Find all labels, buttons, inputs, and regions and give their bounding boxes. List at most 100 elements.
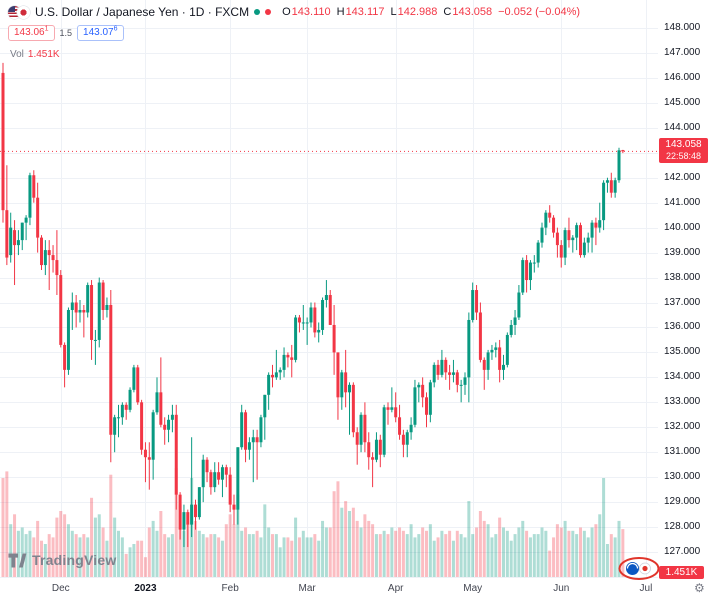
volume-bar [197,530,201,577]
candle-body [451,372,455,375]
candle-body [548,212,552,218]
candle-body [259,417,263,443]
time-axis[interactable]: Dec 2023 Feb Mar Apr May Jun Jul [0,578,710,600]
volume-bar [47,534,51,577]
candle-body [132,367,136,390]
candle-body [9,227,13,256]
high-label: H [336,6,345,18]
bid-price-badge[interactable]: 143.061 [8,25,55,41]
candle-body [263,394,267,418]
candle-body [13,230,17,246]
volume-bar [97,514,101,577]
candle-body [140,402,144,450]
volume-bar [521,520,525,577]
price-tick-label: 127.000 [664,546,701,558]
candle-body [297,317,301,323]
price-tick-label: 135.000 [664,346,701,358]
candle-body [190,504,194,525]
volume-bar [371,524,375,577]
candle-body [324,295,328,301]
candle-body [544,212,548,228]
candle-body [444,359,448,373]
volume-bar [178,504,182,577]
candle-body [382,407,386,455]
candle-body [117,417,120,419]
price-tick-label: 136.000 [664,321,701,333]
tradingview-logo[interactable]: TradingView [8,552,116,568]
candle-body [517,292,521,318]
volume-bar [101,527,105,577]
candle-body [571,237,575,241]
volume-bar [505,530,509,577]
candle-body [555,232,559,246]
fxcm-logo-icon[interactable] [618,556,660,586]
volume-bar [286,537,290,577]
volume-bar [217,537,221,577]
candle-body [617,150,621,181]
volume-bar [436,537,440,577]
volume-bar [170,534,174,577]
volume-bar [290,540,294,577]
volume-bar [394,530,398,577]
volume-bar [359,527,363,577]
candle-body [182,512,186,530]
alert-dot-icon[interactable] [265,9,272,15]
volume-bar [467,501,471,577]
volume-bar [24,534,28,577]
candle-body [294,317,298,360]
volume-label[interactable]: Vol [10,49,24,60]
candle-body [398,417,402,435]
price-axis[interactable]: 148.000 147.000 146.000 145.000 144.000 143.0… [658,0,710,578]
candle-body [47,250,51,256]
volume-bar [55,517,59,577]
time-tick-label: Jul [639,583,653,594]
volume-bar [390,527,394,577]
volume-bar [182,530,186,577]
volume-bar [93,517,97,577]
open-value: 143.110 [291,6,331,18]
symbol-legend[interactable]: U.S. Dollar / Japanese Yen · 1D · FXCM O… [8,5,580,19]
candle-body [32,175,36,198]
candle-body [240,412,244,448]
candle-body [66,309,70,370]
volume-bar [398,527,402,577]
candle-body [124,404,128,410]
volume-bar [382,530,386,577]
price-tick-label: 130.000 [664,471,701,483]
market-status-dot-icon[interactable] [254,9,261,15]
candle-body [305,322,309,324]
settings-gear-icon[interactable]: ⚙ [694,581,705,595]
volume-bar [232,524,236,577]
candle-body [201,459,205,488]
symbol-title[interactable]: U.S. Dollar / Japanese Yen · 1D · FXCM [35,5,250,19]
candle-body [36,197,40,238]
close-value: 143.058 [452,6,493,18]
candle-body [613,180,617,193]
volume-bar [440,530,444,577]
volume-bar [351,507,355,577]
volume-bar [348,511,351,577]
volume-bar [109,474,113,577]
candle-body [421,384,425,398]
candle-body [317,329,321,333]
volume-indicator-row[interactable]: Vol 1.451K [10,49,60,60]
candle-body [536,242,540,263]
time-tick-label: Apr [387,583,404,594]
candle-body [86,285,90,313]
candle-body [336,352,340,398]
candle-body [344,372,348,393]
volume-bar [451,540,455,577]
countdown-timer: 22:58:48 [665,151,702,162]
price-tick-label: 140.000 [664,221,701,233]
price-tick-label: 131.000 [664,446,701,458]
candle-body [5,210,9,258]
last-price-label[interactable]: 143.058 22:58:48 [659,138,708,164]
candle-body [540,227,544,243]
volume-bar [86,537,90,577]
volume-bar [475,527,479,577]
volume-bar [332,491,336,577]
candle-body [178,494,182,530]
ask-price-badge[interactable]: 143.076 [77,25,124,41]
